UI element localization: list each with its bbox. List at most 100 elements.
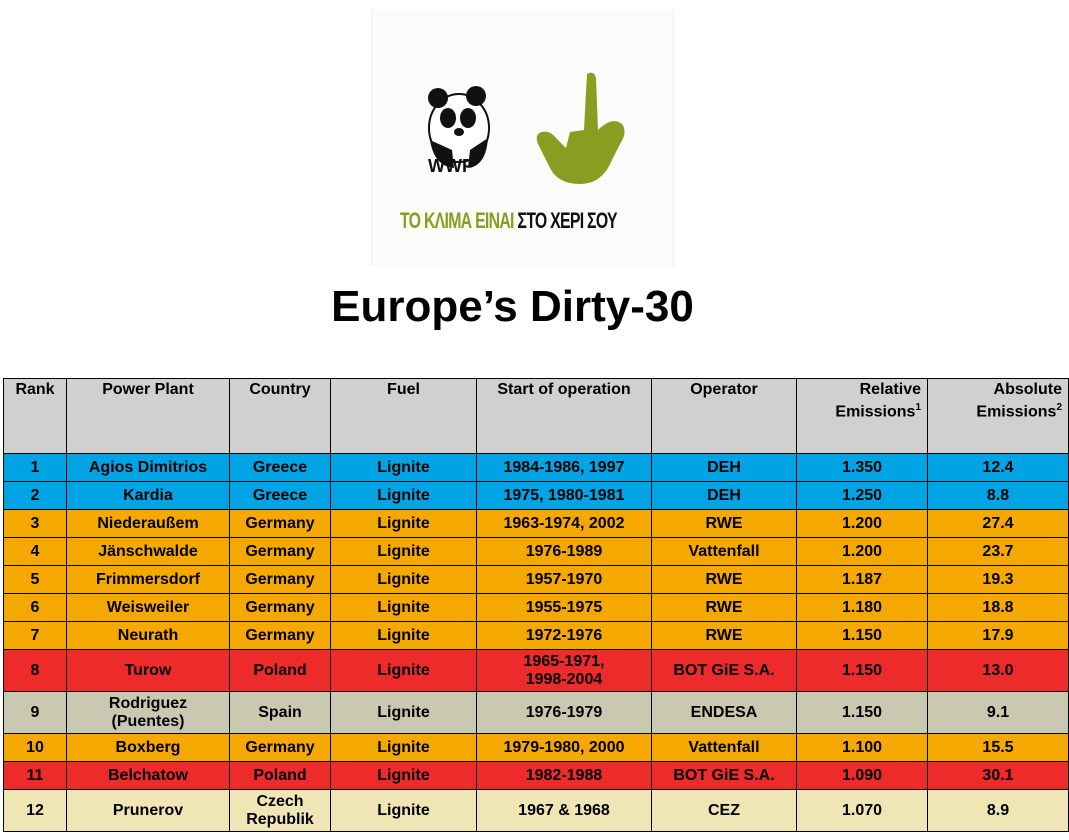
country-cell: Poland: [229, 649, 331, 692]
absolute-emissions-cell: 17.9: [927, 621, 1069, 650]
relative-emissions-cell: 1.350: [796, 453, 928, 482]
operator-cell: DEH: [651, 481, 797, 510]
table-row: 3 Niederaußem Germany Lignite 1963-1974,…: [3, 509, 1069, 538]
header-power-plant: Power Plant: [66, 378, 230, 454]
operator-cell: DEH: [651, 453, 797, 482]
plant-cell: Weisweiler: [66, 593, 230, 622]
relative-emissions-cell: 1.090: [796, 761, 928, 790]
slogan-part-black: ΣΤΟ ΧΕΡΙ ΣΟΥ: [517, 208, 617, 233]
plant-cell: Neurath: [66, 621, 230, 650]
start-cell: 1976-1979: [476, 691, 652, 734]
start-cell: 1979-1980, 2000: [476, 733, 652, 762]
start-cell: 1967 & 1968: [476, 789, 652, 832]
fuel-cell: Lignite: [330, 537, 477, 566]
rank-cell: 4: [3, 537, 67, 566]
start-cell: 1982-1988: [476, 761, 652, 790]
header-relative-emissions: Relative Emissions1: [796, 378, 928, 454]
start-cell: 1955-1975: [476, 593, 652, 622]
header-rank: Rank: [3, 378, 67, 454]
rank-cell: 3: [3, 509, 67, 538]
country-cell: Germany: [229, 733, 331, 762]
page-title: Europe’s Dirty-30: [331, 282, 694, 331]
country-cell: Germany: [229, 509, 331, 538]
fuel-cell: Lignite: [330, 649, 477, 692]
wwf-wordmark: WWF: [428, 156, 473, 176]
absolute-emissions-cell: 30.1: [927, 761, 1069, 790]
operator-cell: BOT GiE S.A.: [651, 649, 797, 692]
table-row: 4 Jänschwalde Germany Lignite 1976-1989 …: [3, 537, 1069, 566]
absolute-emissions-cell: 15.5: [927, 733, 1069, 762]
table-row: 10 Boxberg Germany Lignite 1979-1980, 20…: [3, 733, 1069, 762]
fuel-cell: Lignite: [330, 789, 477, 832]
operator-cell: RWE: [651, 509, 797, 538]
absolute-emissions-cell: 8.9: [927, 789, 1069, 832]
rank-cell: 5: [3, 565, 67, 594]
table-row: 12 Prunerov Czech Republik Lignite 1967 &…: [3, 789, 1069, 832]
absolute-emissions-cell: 19.3: [927, 565, 1069, 594]
rank-cell: 11: [3, 761, 67, 790]
operator-cell: CEZ: [651, 789, 797, 832]
table-row: 1 Agios Dimitrios Greece Lignite 1984-19…: [3, 453, 1069, 482]
header-fuel: Fuel: [330, 378, 477, 454]
plant-cell: Agios Dimitrios: [66, 453, 230, 482]
table-row: 5 Frimmersdorf Germany Lignite 1957-1970…: [3, 565, 1069, 594]
hand-icon: [536, 72, 625, 184]
plant-cell: Jänschwalde: [66, 537, 230, 566]
slogan-part-green: ΤΟ ΚΛΙΜΑ ΕΙΝΑΙ: [400, 208, 514, 233]
relative-emissions-cell: 1.200: [796, 537, 928, 566]
rank-cell: 8: [3, 649, 67, 692]
table-row: 6 Weisweiler Germany Lignite 1955-1975 R…: [3, 593, 1069, 622]
start-cell: 1984-1986, 1997: [476, 453, 652, 482]
country-cell: Poland: [229, 761, 331, 790]
operator-cell: Vattenfall: [651, 537, 797, 566]
plant-cell: Kardia: [66, 481, 230, 510]
absolute-emissions-cell: 8.8: [927, 481, 1069, 510]
country-cell: Germany: [229, 621, 331, 650]
start-cell: 1972-1976: [476, 621, 652, 650]
rank-cell: 10: [3, 733, 67, 762]
operator-cell: RWE: [651, 565, 797, 594]
plant-cell: Niederaußem: [66, 509, 230, 538]
fuel-cell: Lignite: [330, 565, 477, 594]
table-header-row: Rank Power Plant Country Fuel Start of o…: [3, 378, 1069, 454]
absolute-emissions-cell: 23.7: [927, 537, 1069, 566]
header-start-of-operation: Start of operation: [476, 378, 652, 454]
fuel-cell: Lignite: [330, 761, 477, 790]
relative-emissions-cell: 1.150: [796, 649, 928, 692]
absolute-emissions-cell: 12.4: [927, 453, 1069, 482]
dirty-30-table: Rank Power Plant Country Fuel Start of o…: [3, 378, 1069, 832]
relative-emissions-cell: 1.100: [796, 733, 928, 762]
table-row: 11 Belchatow Poland Lignite 1982-1988 BO…: [3, 761, 1069, 790]
rank-cell: 12: [3, 789, 67, 832]
rank-cell: 1: [3, 453, 67, 482]
start-cell: 1975, 1980-1981: [476, 481, 652, 510]
operator-cell: RWE: [651, 621, 797, 650]
fuel-cell: Lignite: [330, 593, 477, 622]
start-cell: 1963-1974, 2002: [476, 509, 652, 538]
fuel-cell: Lignite: [330, 733, 477, 762]
start-cell: 1976-1989: [476, 537, 652, 566]
plant-cell: Boxberg: [66, 733, 230, 762]
country-cell: Germany: [229, 593, 331, 622]
relative-emissions-cell: 1.150: [796, 691, 928, 734]
country-cell: Germany: [229, 565, 331, 594]
fuel-cell: Lignite: [330, 481, 477, 510]
rank-cell: 9: [3, 691, 67, 734]
fuel-cell: Lignite: [330, 453, 477, 482]
slogan: ΤΟ ΚΛΙΜΑ ΕΙΝΑΙ ΣΤΟ ΧΕΡΙ ΣΟΥ: [400, 208, 618, 234]
relative-emissions-cell: 1.070: [796, 789, 928, 832]
country-cell: Greece: [229, 453, 331, 482]
operator-cell: RWE: [651, 593, 797, 622]
absolute-emissions-cell: 13.0: [927, 649, 1069, 692]
operator-cell: BOT GiE S.A.: [651, 761, 797, 790]
country-cell: Spain: [229, 691, 331, 734]
country-cell: Czech Republik: [229, 789, 331, 832]
operator-cell: Vattenfall: [651, 733, 797, 762]
header-absolute-emissions: Absolute Emissions2: [927, 378, 1069, 454]
plant-cell: Prunerov: [66, 789, 230, 832]
header-country: Country: [229, 378, 331, 454]
table-row: 2 Kardia Greece Lignite 1975, 1980-1981 …: [3, 481, 1069, 510]
table-row: 9 Rodriguez (Puentes) Spain Lignite 1976-…: [3, 691, 1069, 734]
table-row: 8 Turow Poland Lignite 1965-1971, 1998-20…: [3, 649, 1069, 692]
start-cell: 1965-1971, 1998-2004: [476, 649, 652, 692]
